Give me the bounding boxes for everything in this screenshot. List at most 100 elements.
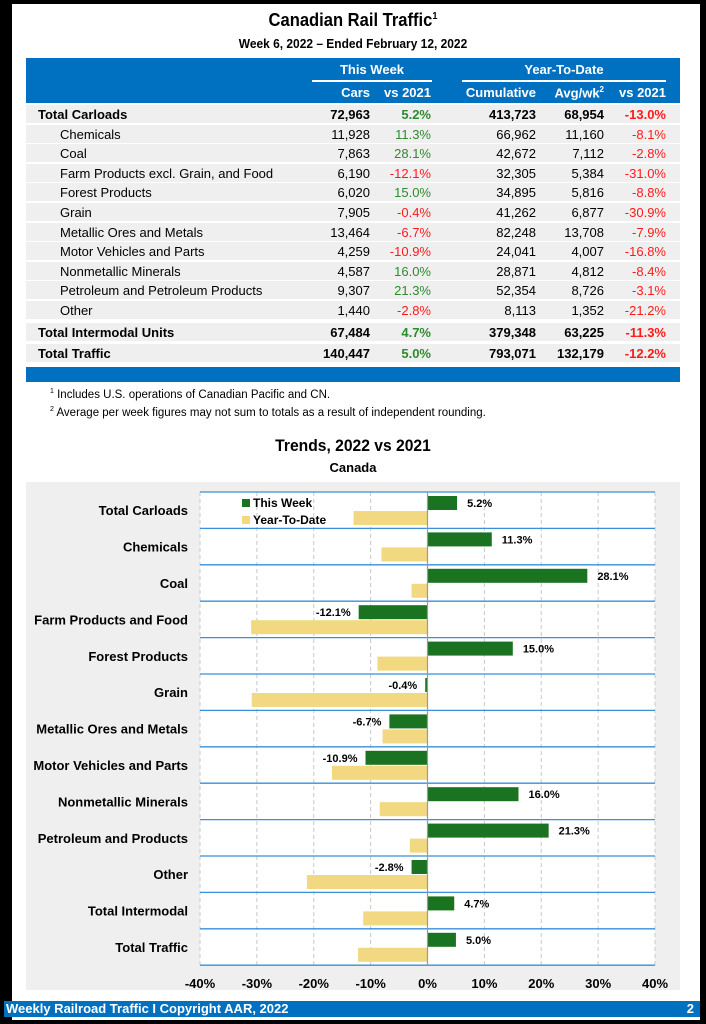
col-header-tw-vs: vs 2021 bbox=[384, 85, 431, 100]
chart-subtitle: Canada bbox=[329, 460, 377, 475]
cell-tw-vs: -0.4% bbox=[397, 205, 431, 220]
x-tick-label: 40% bbox=[642, 976, 668, 991]
table-row: Forest Products 6,020 15.0% 34,895 5,816 -8.8… bbox=[26, 183, 680, 202]
category-label: Petroleum and Products bbox=[38, 831, 188, 846]
cell-avg: 68,954 bbox=[564, 107, 604, 122]
data-label: -2.8% bbox=[375, 862, 404, 874]
cell-cars: 9,307 bbox=[337, 283, 370, 299]
cell-cumulative: 34,895 bbox=[496, 185, 536, 201]
bar-this-week bbox=[389, 714, 428, 729]
cell-cars: 6,020 bbox=[337, 185, 370, 201]
row-label: Total Traffic bbox=[38, 346, 111, 362]
data-label: 21.3% bbox=[559, 826, 590, 838]
data-label: 28.1% bbox=[597, 571, 628, 583]
cell-avg: 5,384 bbox=[571, 165, 604, 181]
group-header-ytd: Year-To-Date bbox=[524, 62, 604, 77]
legend-swatch-this-week bbox=[242, 499, 250, 507]
footnote-1: 1 Includes U.S. operations of Canadian P… bbox=[50, 388, 330, 401]
cell-tw-vs: -6.7% bbox=[397, 224, 431, 240]
bar-this-week bbox=[427, 787, 519, 802]
bar-this-week bbox=[365, 750, 428, 765]
avg-footnote-mark: 2 bbox=[599, 85, 604, 94]
cell-cars: 1,440 bbox=[337, 303, 370, 318]
page-number: 2 bbox=[686, 1001, 694, 1016]
row-label: Other bbox=[60, 303, 93, 318]
title-text: Canadian Rail Traffic bbox=[268, 10, 433, 30]
cell-avg: 132,179 bbox=[557, 346, 604, 362]
category-label: Coal bbox=[160, 576, 188, 591]
cell-tw-vs: 5.0% bbox=[401, 346, 431, 362]
cell-cumulative: 24,041 bbox=[496, 244, 536, 260]
x-tick-label: 30% bbox=[585, 976, 611, 991]
cell-cumulative: 32,305 bbox=[496, 165, 536, 181]
cell-tw-vs: 11.3% bbox=[395, 126, 431, 142]
data-label: 4.7% bbox=[464, 898, 489, 910]
bar-this-week bbox=[427, 568, 588, 583]
cell-avg: 4,007 bbox=[571, 244, 604, 260]
cell-avg: 8,726 bbox=[571, 283, 604, 299]
cell-cars: 4,587 bbox=[337, 263, 370, 279]
data-label: -12.1% bbox=[316, 607, 351, 619]
category-label: Forest Products bbox=[88, 649, 188, 664]
data-label: 15.0% bbox=[523, 644, 554, 656]
cell-cumulative: 42,672 bbox=[496, 146, 536, 162]
category-label: Grain bbox=[154, 685, 188, 700]
category-label: Total Intermodal bbox=[88, 904, 188, 919]
footnote-text: Average per week figures may not sum to … bbox=[56, 406, 486, 419]
bar-ytd bbox=[363, 911, 428, 926]
cell-tw-vs: 16.0% bbox=[394, 263, 431, 279]
data-label: 5.0% bbox=[466, 935, 491, 947]
bar-this-week bbox=[411, 860, 428, 874]
table-row: Petroleum and Petroleum Products 9,307 21.… bbox=[26, 281, 680, 300]
group-underline bbox=[312, 80, 432, 82]
cell-cars: 6,190 bbox=[337, 165, 370, 181]
cell-cumulative: 793,071 bbox=[489, 346, 536, 362]
bar-this-week bbox=[427, 641, 513, 656]
bar-ytd bbox=[377, 656, 428, 671]
cell-cars: 11,928 bbox=[331, 126, 370, 142]
cell-ytd-vs: -8.4% bbox=[632, 263, 666, 279]
footnote-mark: 1 bbox=[50, 388, 54, 395]
table-row: Motor Vehicles and Parts 4,259 -10.9% 24,04… bbox=[26, 242, 680, 261]
bar-ytd bbox=[251, 620, 428, 635]
cell-tw-vs: -10.9% bbox=[389, 244, 431, 260]
cell-tw-vs: 28.1% bbox=[394, 146, 431, 162]
category-label: Total Traffic bbox=[115, 940, 188, 955]
cell-ytd-vs: -3.1% bbox=[632, 283, 666, 299]
category-label: Motor Vehicles and Parts bbox=[33, 758, 188, 773]
legend-swatch-ytd bbox=[242, 516, 250, 524]
footer-text: Weekly Railroad Traffic I Copyright AAR,… bbox=[6, 1001, 289, 1016]
bar-this-week bbox=[358, 605, 428, 620]
bar-this-week bbox=[427, 532, 492, 547]
bar-ytd bbox=[306, 875, 428, 889]
col-header-cars: Cars bbox=[341, 85, 370, 100]
bar-this-week bbox=[425, 678, 428, 692]
data-label: 5.2% bbox=[467, 498, 492, 510]
data-label: -0.4% bbox=[388, 680, 417, 692]
data-label: -10.9% bbox=[323, 753, 358, 765]
group-header-this-week: This Week bbox=[339, 62, 405, 77]
col-header-avg: Avg/wk2 bbox=[536, 85, 604, 100]
cell-ytd-vs: -7.9% bbox=[632, 224, 666, 240]
cell-avg: 6,877 bbox=[571, 205, 604, 220]
table-row: Other 1,440 -2.8% 8,113 1,352 -21.2% bbox=[26, 301, 680, 319]
table-row: Chemicals 11,928 11.3% 66,962 11,160 -8.1% bbox=[26, 124, 680, 143]
cell-cumulative: 41,262 bbox=[496, 205, 536, 220]
x-tick-label: -30% bbox=[242, 976, 273, 991]
x-tick-label: -10% bbox=[355, 976, 386, 991]
avg-label: Avg/wk bbox=[554, 85, 600, 101]
category-label: Other bbox=[153, 867, 188, 882]
cell-avg: 1,352 bbox=[571, 303, 604, 318]
cell-avg: 13,708 bbox=[564, 224, 604, 240]
cell-ytd-vs: -8.8% bbox=[632, 185, 666, 201]
table-row: Grain 7,905 -0.4% 41,262 6,877 -30.9% bbox=[26, 203, 680, 221]
row-label: Metallic Ores and Metals bbox=[60, 224, 204, 240]
cell-cumulative: 66,962 bbox=[496, 126, 536, 142]
table-row: Coal 7,863 28.1% 42,672 7,112 -2.8% bbox=[26, 144, 680, 163]
bar-ytd bbox=[382, 729, 428, 744]
cell-cumulative: 413,723 bbox=[489, 107, 536, 122]
bar-this-week bbox=[427, 896, 455, 911]
cell-ytd-vs: -2.8% bbox=[632, 146, 666, 162]
table-row: Metallic Ores and Metals 13,464 -6.7% 82,24… bbox=[26, 222, 680, 241]
category-label: Chemicals bbox=[123, 540, 188, 555]
